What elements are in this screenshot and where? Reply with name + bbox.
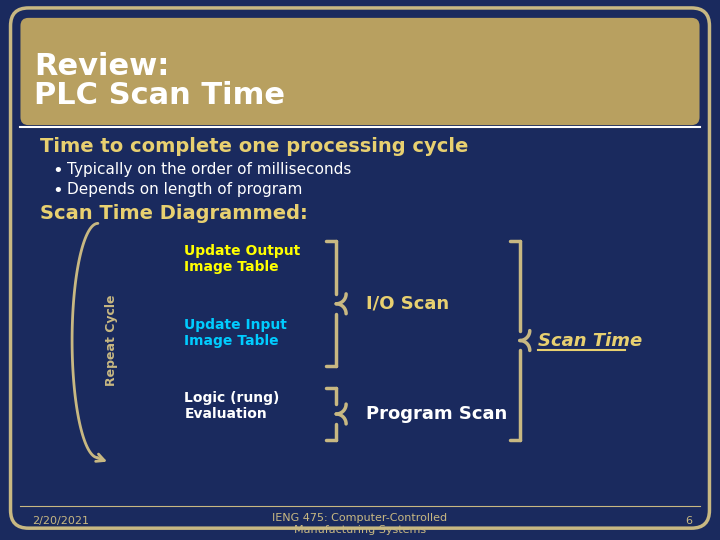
FancyBboxPatch shape [20, 18, 700, 125]
Text: PLC Scan Time: PLC Scan Time [35, 82, 285, 110]
Text: Update Input
Image Table: Update Input Image Table [184, 318, 287, 348]
Text: 2/20/2021: 2/20/2021 [32, 516, 89, 526]
Text: Repeat Cycle: Repeat Cycle [105, 295, 118, 386]
Text: Logic (rung)
Evaluation: Logic (rung) Evaluation [184, 391, 279, 421]
Text: Depends on length of program: Depends on length of program [67, 181, 302, 197]
Text: I/O Scan: I/O Scan [366, 295, 449, 313]
Text: 6: 6 [685, 516, 693, 526]
Text: •: • [53, 162, 63, 180]
Text: Time to complete one processing cycle: Time to complete one processing cycle [40, 137, 469, 156]
FancyBboxPatch shape [11, 8, 709, 528]
Text: Update Output
Image Table: Update Output Image Table [184, 244, 300, 274]
Text: Program Scan: Program Scan [366, 405, 507, 423]
Text: Scan Time: Scan Time [538, 332, 642, 349]
Text: •: • [53, 181, 63, 200]
Text: Scan Time Diagrammed:: Scan Time Diagrammed: [40, 204, 308, 222]
Text: Review:: Review: [35, 52, 170, 80]
Text: Typically on the order of milliseconds: Typically on the order of milliseconds [67, 162, 351, 177]
Text: IENG 475: Computer-Controlled
Manufacturing Systems: IENG 475: Computer-Controlled Manufactur… [272, 514, 448, 535]
